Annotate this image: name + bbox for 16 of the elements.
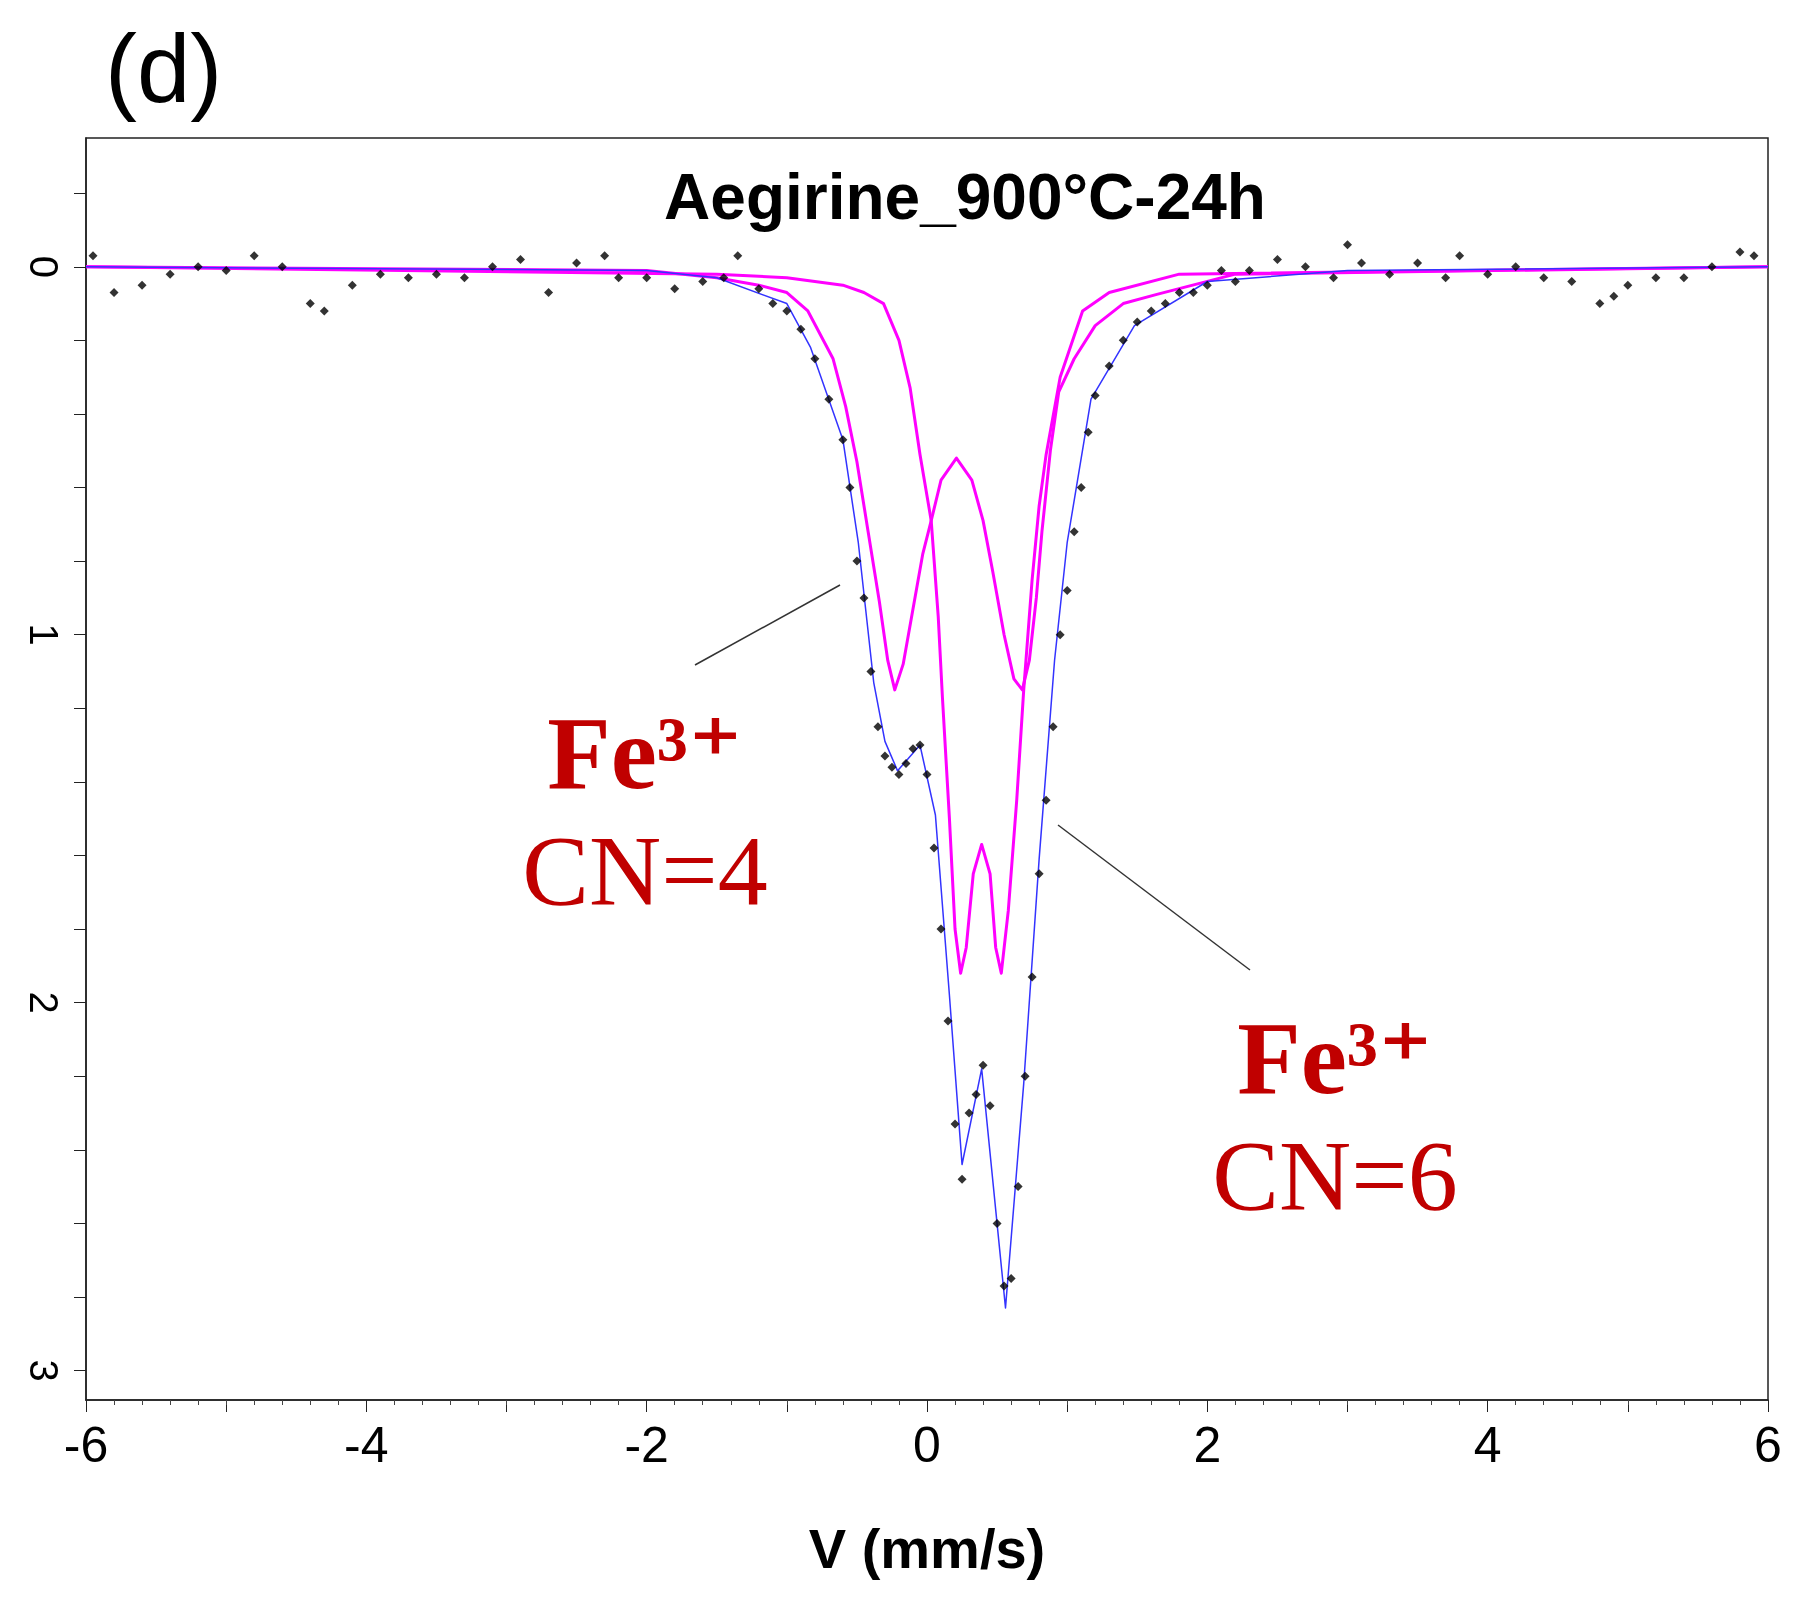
x-tick-label: 6 bbox=[1754, 1417, 1782, 1473]
x-tick-label: -2 bbox=[624, 1417, 669, 1473]
x-tick-label: 4 bbox=[1473, 1417, 1502, 1473]
x-axis-title: V (mm/s) bbox=[808, 1516, 1046, 1580]
annotation: Fe³⁺ CN=4 bbox=[522, 694, 768, 926]
annotation: Fe³⁺ CN=6 bbox=[1212, 999, 1458, 1231]
y-tick-label: 3 bbox=[22, 1359, 66, 1382]
chart-title: Aegirine_900°C-24h bbox=[664, 161, 1266, 233]
x-tick-label: 0 bbox=[913, 1417, 941, 1473]
y-tick-label: 1 bbox=[22, 623, 66, 646]
y-tick-label: 0 bbox=[22, 255, 66, 278]
x-tick-label: -6 bbox=[63, 1417, 109, 1473]
x-tick-label: 2 bbox=[1193, 1417, 1222, 1473]
text: (d) bbox=[105, 14, 223, 122]
y-tick-label: 2 bbox=[22, 991, 66, 1014]
x-tick-label: -4 bbox=[344, 1417, 389, 1473]
